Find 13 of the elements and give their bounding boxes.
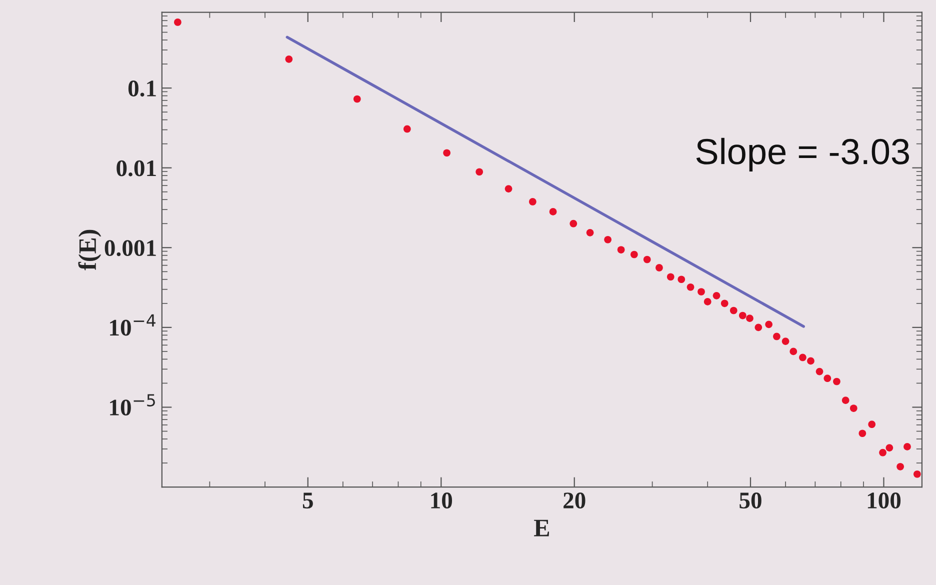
x-tick-label: 20 — [564, 492, 586, 508]
annotation: Slope = -3.03 — [696, 138, 909, 172]
x-tick-label: 5 — [302, 492, 313, 508]
x-tick-label: 50 — [740, 492, 762, 508]
y-tick-label: 10$^{−4}$ — [110, 314, 156, 336]
x-axis-title: E — [534, 520, 549, 536]
y-axis-title: f(E) — [78, 230, 102, 270]
y-tick-label: 0.001 — [104, 240, 156, 256]
x-tick-label: 10 — [431, 492, 452, 508]
y-tick-label: 10$^{−5}$ — [110, 394, 155, 416]
x-tick-label: 100 — [868, 492, 901, 508]
y-tick-label: 0.1 — [128, 80, 156, 97]
y-tick-label: 0.01 — [116, 160, 156, 176]
